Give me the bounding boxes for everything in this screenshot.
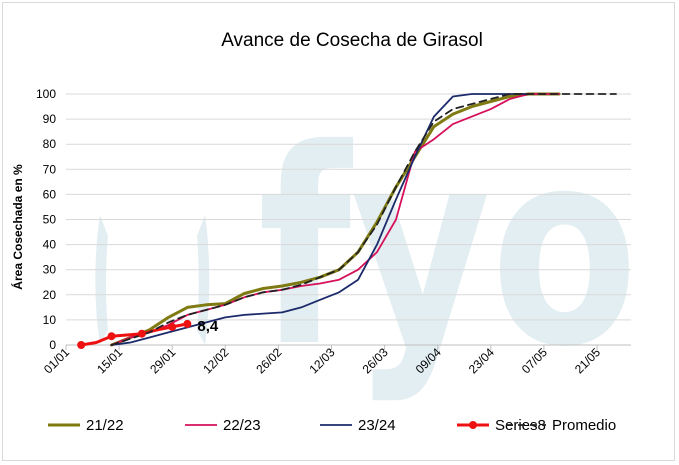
watermark-right-arc xyxy=(197,215,210,345)
x-tick-01/01: 01/01 xyxy=(41,345,72,376)
y-tick-labels: 0 10 20 30 40 50 60 70 80 90 100 xyxy=(36,87,56,352)
legend-marker-Series8 xyxy=(469,421,477,429)
series-point-Series8-4 xyxy=(137,329,146,338)
chart-frame xyxy=(2,2,675,461)
fyo-watermark: fyo xyxy=(95,91,638,406)
y-tick-80: 80 xyxy=(43,137,57,151)
y-tick-0: 0 xyxy=(49,338,56,352)
series-point-Series8-2 xyxy=(107,332,116,341)
y-tick-70: 70 xyxy=(43,162,57,176)
series-line-23/24 xyxy=(110,93,530,346)
chart-title: Avance de Cosecha de Girasol xyxy=(221,30,483,51)
x-tick-29/01: 29/01 xyxy=(147,345,178,376)
data-label-annotation: 8,4 xyxy=(197,318,219,335)
y-tick-60: 60 xyxy=(43,187,57,201)
legend-label-Promedio: Promedio xyxy=(552,417,616,434)
x-tick-12/02: 12/02 xyxy=(200,345,231,376)
y-tick-10: 10 xyxy=(43,313,57,327)
y-tick-50: 50 xyxy=(43,213,57,227)
y-tick-40: 40 xyxy=(43,238,57,252)
x-tick-15/01: 15/01 xyxy=(94,345,125,376)
legend-label-22/23: 22/23 xyxy=(223,417,261,434)
series-markers xyxy=(77,319,192,349)
y-tick-100: 100 xyxy=(36,87,56,101)
series-point-Series8-0 xyxy=(77,341,86,349)
series-point-Series8-6 xyxy=(168,322,177,331)
series-lines xyxy=(79,92,617,347)
y-tick-30: 30 xyxy=(43,263,57,277)
series-line-22/23 xyxy=(110,93,560,346)
legend: 21/22 22/23 23/24 Series8 Promedio xyxy=(48,417,616,434)
y-tick-20: 20 xyxy=(43,288,57,302)
y-tick-90: 90 xyxy=(43,112,57,126)
watermark-text: fyo xyxy=(258,91,638,406)
legend-label-23/24: 23/24 xyxy=(358,417,396,434)
series-point-Series8-7 xyxy=(183,319,192,328)
legend-label-21/22: 21/22 xyxy=(86,417,124,434)
watermark-left-arc xyxy=(95,215,108,345)
y-gridlines xyxy=(66,93,631,346)
series-line-Promedio xyxy=(110,93,617,346)
y-axis-label: Área Cosechada en % xyxy=(10,164,25,290)
